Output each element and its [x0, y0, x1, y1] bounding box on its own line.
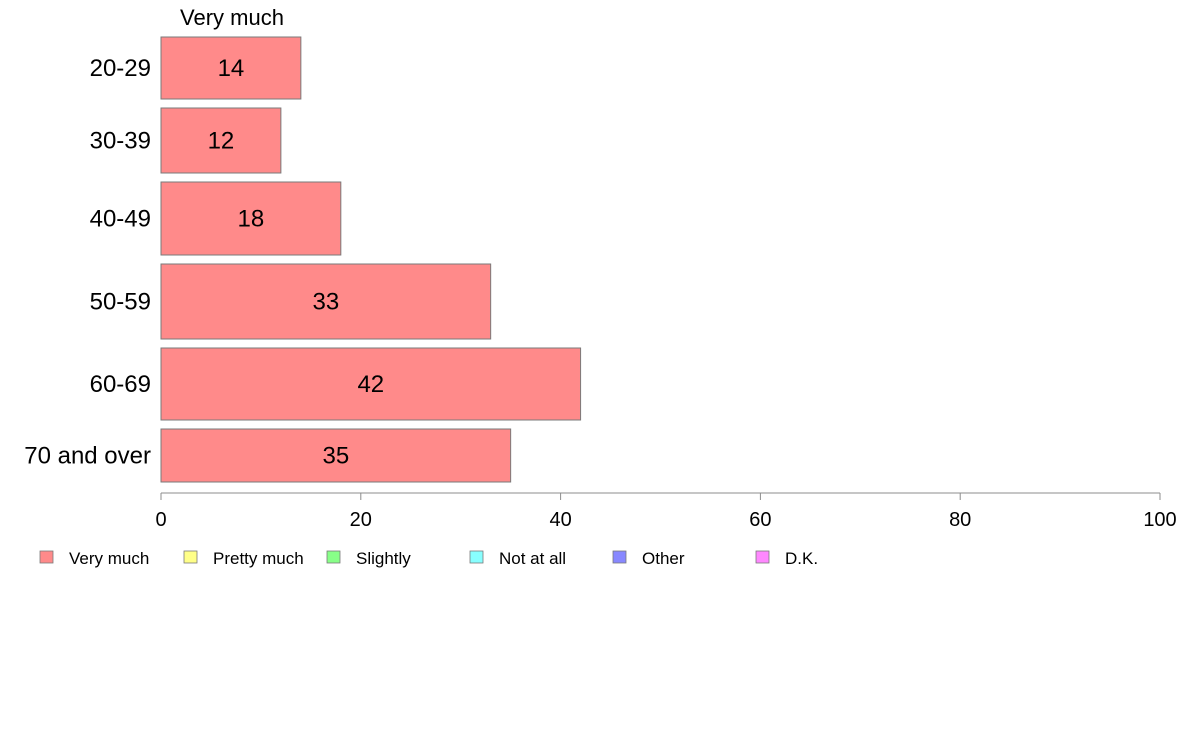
- category-label: 60-69: [90, 371, 151, 398]
- legend-label: D.K.: [785, 549, 818, 568]
- legend-label: Very much: [69, 549, 149, 568]
- legend-swatch: [326, 550, 341, 564]
- data-label: 12: [208, 128, 235, 155]
- category-label: 50-59: [90, 289, 151, 316]
- x-tick-label: 40: [549, 509, 571, 531]
- category-label: 30-39: [90, 128, 151, 155]
- legend-swatch: [469, 550, 484, 564]
- data-label: 33: [312, 289, 339, 316]
- category-label: 40-49: [90, 206, 151, 233]
- legend-label: Pretty much: [213, 549, 304, 568]
- bar: [160, 428, 512, 483]
- bar: [160, 36, 302, 100]
- bars-layer: 20-29 14 30-39 12 40-49 18 50-59 33 60-69 42 70 an…: [24, 36, 582, 483]
- category-label: 70 and over: [24, 443, 151, 470]
- column-header: Very much: [180, 5, 284, 30]
- legend-swatch: [612, 550, 627, 564]
- bar: [160, 181, 342, 256]
- bar: [160, 347, 582, 421]
- legend: Very much Pretty much Slightly Not at all Ot…: [39, 549, 818, 568]
- x-tick-label: 80: [949, 509, 971, 531]
- category-label: 20-29: [90, 55, 151, 82]
- legend-swatch: [183, 550, 198, 564]
- legend-swatch: [39, 550, 54, 564]
- legend-label: Not at all: [499, 549, 566, 568]
- x-tick-label: 20: [350, 509, 372, 531]
- bar: [160, 263, 492, 340]
- legend-label: Other: [642, 549, 685, 568]
- data-label: 18: [238, 206, 265, 233]
- legend-swatch: [755, 550, 770, 564]
- bar: [160, 107, 282, 174]
- data-label: 35: [322, 443, 349, 470]
- data-label: 42: [357, 371, 384, 398]
- x-axis: 0 20 40 60 80 100: [155, 492, 1177, 531]
- data-label: 14: [218, 55, 245, 82]
- x-tick-label: 0: [155, 509, 166, 531]
- legend-label: Slightly: [356, 549, 411, 568]
- x-tick-label: 100: [1143, 509, 1176, 531]
- x-tick-label: 60: [749, 509, 771, 531]
